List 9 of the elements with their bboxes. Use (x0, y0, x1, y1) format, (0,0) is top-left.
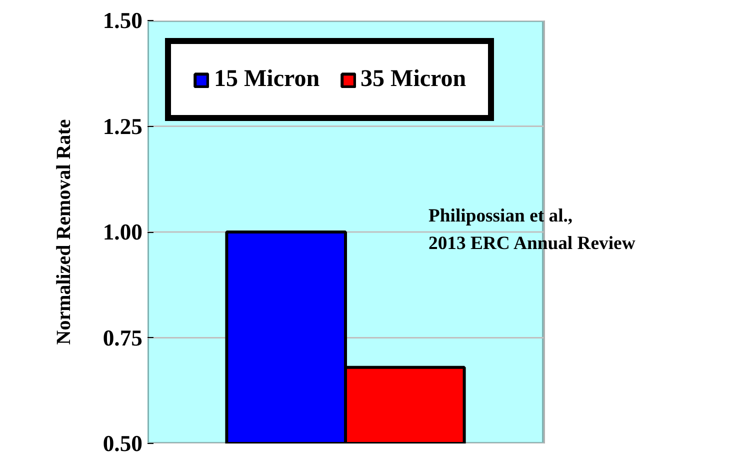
y-tick-label: 0.75 (102, 325, 143, 350)
annotation: Philipossian et al., 2013 ERC Annual Review (428, 206, 636, 254)
y-axis-title: Normalized Removal Rate (52, 119, 75, 345)
y-tick-label: 0.50 (102, 431, 143, 453)
y-tick-label: 1.25 (102, 114, 143, 139)
y-tick-label: 1.00 (102, 220, 143, 244)
legend-label: 35 Micron (360, 66, 466, 93)
y-tick-label: 1.50 (102, 8, 143, 33)
legend-label: 15 Micron (214, 66, 320, 93)
